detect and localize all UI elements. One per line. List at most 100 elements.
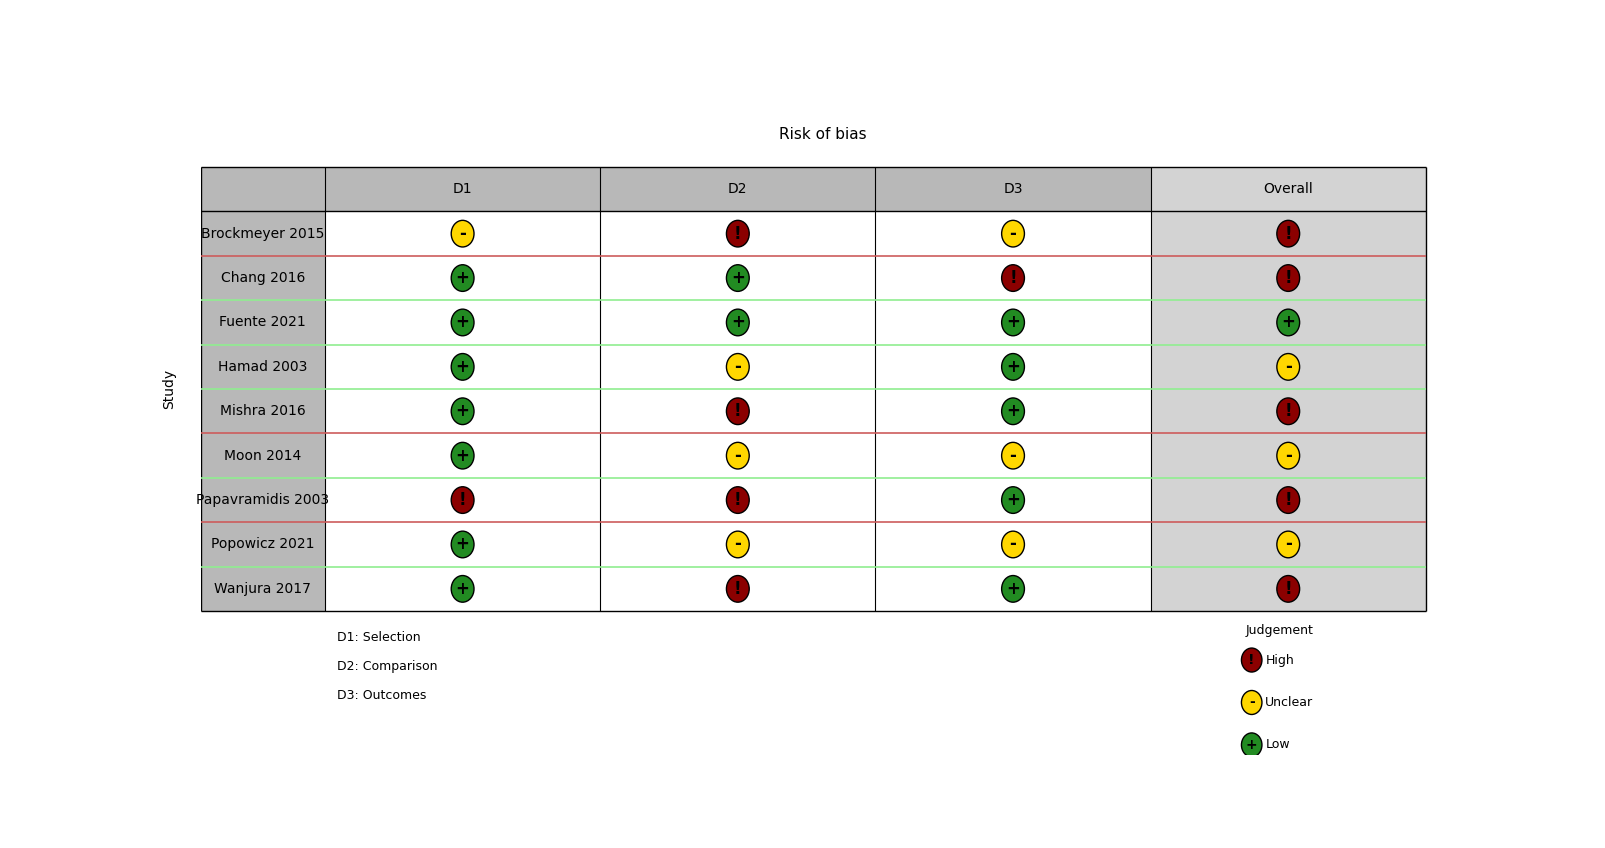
Text: -: - xyxy=(1284,358,1292,376)
Text: Risk of bias: Risk of bias xyxy=(778,127,867,142)
Text: Unclear: Unclear xyxy=(1265,696,1313,709)
Ellipse shape xyxy=(727,310,750,336)
Bar xyxy=(201,167,324,211)
Ellipse shape xyxy=(1002,310,1024,336)
Ellipse shape xyxy=(1002,265,1024,292)
Bar xyxy=(600,167,875,211)
Ellipse shape xyxy=(727,220,750,247)
Bar xyxy=(324,522,600,566)
Bar xyxy=(1151,256,1425,300)
Bar xyxy=(600,433,875,478)
Bar xyxy=(875,167,1151,211)
Text: +: + xyxy=(1006,358,1019,376)
Text: !: ! xyxy=(733,402,742,421)
Bar xyxy=(324,344,600,389)
Ellipse shape xyxy=(1002,531,1024,558)
Ellipse shape xyxy=(1241,690,1262,715)
Bar xyxy=(600,566,875,611)
Text: !: ! xyxy=(1284,269,1292,287)
Ellipse shape xyxy=(451,576,473,602)
Text: +: + xyxy=(1006,402,1019,421)
Text: !: ! xyxy=(1284,491,1292,509)
Bar xyxy=(875,300,1151,344)
Bar xyxy=(201,211,324,256)
Ellipse shape xyxy=(1278,443,1300,469)
Text: +: + xyxy=(456,402,470,421)
Bar xyxy=(875,478,1151,522)
Ellipse shape xyxy=(1002,576,1024,602)
Bar xyxy=(875,433,1151,478)
Text: Low: Low xyxy=(1265,739,1290,751)
Bar xyxy=(1151,211,1425,256)
Ellipse shape xyxy=(451,310,473,336)
Bar xyxy=(201,566,324,611)
Ellipse shape xyxy=(1278,354,1300,380)
Text: Fuente 2021: Fuente 2021 xyxy=(220,315,307,330)
Text: !: ! xyxy=(1249,653,1255,667)
Bar xyxy=(875,256,1151,300)
Text: -: - xyxy=(1284,447,1292,465)
Ellipse shape xyxy=(451,265,473,292)
Text: -: - xyxy=(1010,535,1016,554)
Ellipse shape xyxy=(451,443,473,469)
Text: Chang 2016: Chang 2016 xyxy=(220,271,305,285)
Bar xyxy=(875,211,1151,256)
Text: !: ! xyxy=(1284,225,1292,243)
Text: +: + xyxy=(456,535,470,554)
Text: Papavramidis 2003: Papavramidis 2003 xyxy=(196,493,329,507)
Ellipse shape xyxy=(727,487,750,513)
Text: -: - xyxy=(1010,447,1016,465)
Text: High: High xyxy=(1265,654,1294,667)
Ellipse shape xyxy=(727,265,750,292)
Bar xyxy=(875,344,1151,389)
Ellipse shape xyxy=(1002,443,1024,469)
Ellipse shape xyxy=(1002,398,1024,425)
Bar xyxy=(600,478,875,522)
Ellipse shape xyxy=(1278,487,1300,513)
Ellipse shape xyxy=(451,487,473,513)
Bar xyxy=(201,344,324,389)
Bar xyxy=(1151,344,1425,389)
Ellipse shape xyxy=(451,354,473,380)
Bar xyxy=(324,433,600,478)
Bar xyxy=(324,256,600,300)
Ellipse shape xyxy=(1002,220,1024,247)
Text: -: - xyxy=(1249,695,1255,710)
Ellipse shape xyxy=(1278,576,1300,602)
Ellipse shape xyxy=(451,531,473,558)
Text: +: + xyxy=(1006,491,1019,509)
Ellipse shape xyxy=(727,398,750,425)
Bar xyxy=(875,566,1151,611)
Text: -: - xyxy=(735,358,742,376)
Text: +: + xyxy=(456,269,470,287)
Bar xyxy=(600,256,875,300)
Bar xyxy=(600,344,875,389)
Text: +: + xyxy=(1006,580,1019,598)
Ellipse shape xyxy=(1241,648,1262,672)
Bar xyxy=(1151,300,1425,344)
Bar xyxy=(324,300,600,344)
Text: +: + xyxy=(730,314,745,332)
Ellipse shape xyxy=(727,576,750,602)
Text: -: - xyxy=(735,447,742,465)
Bar xyxy=(875,522,1151,566)
Text: -: - xyxy=(1284,535,1292,554)
Bar xyxy=(324,211,600,256)
Text: -: - xyxy=(735,535,742,554)
Text: Hamad 2003: Hamad 2003 xyxy=(218,360,308,374)
Text: Moon 2014: Moon 2014 xyxy=(225,449,302,463)
Bar xyxy=(324,167,600,211)
Ellipse shape xyxy=(1278,310,1300,336)
Text: D3: Outcomes: D3: Outcomes xyxy=(337,689,427,702)
Bar xyxy=(600,389,875,433)
Bar xyxy=(324,566,600,611)
Text: +: + xyxy=(456,447,470,465)
Bar xyxy=(875,389,1151,433)
Ellipse shape xyxy=(727,531,750,558)
Ellipse shape xyxy=(451,220,473,247)
Bar xyxy=(324,478,600,522)
Ellipse shape xyxy=(1002,487,1024,513)
Bar xyxy=(1151,566,1425,611)
Text: +: + xyxy=(456,314,470,332)
Text: +: + xyxy=(1006,314,1019,332)
